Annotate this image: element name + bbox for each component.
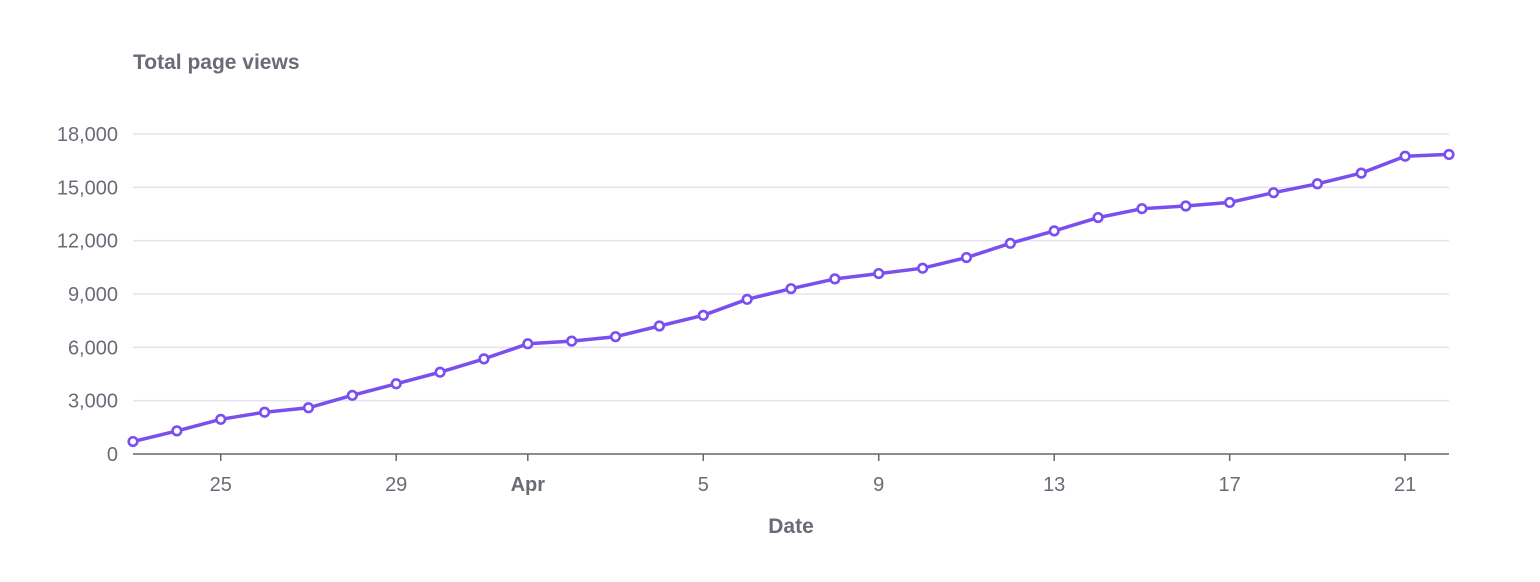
data-point <box>1092 211 1104 224</box>
data-point <box>1311 178 1323 190</box>
data-point <box>1399 150 1411 162</box>
data-point <box>1180 200 1192 212</box>
y-tick-label: 6,000 <box>68 337 118 359</box>
data-point <box>259 406 271 418</box>
y-tick-label: 15,000 <box>57 177 118 199</box>
x-axis: 25 29 Apr 5 9 13 17 21 <box>133 453 1449 496</box>
y-tick-label: 0 <box>107 444 118 466</box>
data-point <box>1136 203 1148 215</box>
data-point <box>741 293 753 305</box>
data-point <box>302 402 315 414</box>
x-tick-label: 13 <box>1043 474 1065 496</box>
x-tick-label: Apr <box>511 474 546 496</box>
series-line <box>131 152 1451 444</box>
y-tick-label: 18,000 <box>57 124 118 146</box>
data-point <box>653 320 666 332</box>
gridlines <box>133 133 1449 402</box>
x-axis-title: Date <box>768 515 814 538</box>
data-point <box>1224 196 1236 209</box>
x-tick-label: 29 <box>385 474 407 496</box>
data-point <box>785 283 797 295</box>
x-tick-label: 21 <box>1394 474 1416 496</box>
data-point <box>390 378 402 390</box>
chart-title: Total page views <box>133 51 300 74</box>
series-layer <box>127 148 1455 448</box>
data-point <box>215 413 227 425</box>
data-point <box>873 267 885 280</box>
x-tick-label: 9 <box>873 474 884 496</box>
data-point <box>522 338 534 350</box>
data-point <box>1267 187 1280 199</box>
data-point <box>916 262 929 274</box>
y-tick-label: 12,000 <box>57 231 118 253</box>
data-point <box>1004 237 1016 249</box>
x-tick-label: 5 <box>698 474 709 496</box>
data-point <box>566 335 578 347</box>
y-tick-label: 9,000 <box>68 284 118 306</box>
data-point <box>171 425 183 437</box>
data-point <box>609 331 622 343</box>
data-point <box>1355 167 1367 179</box>
data-point <box>960 251 973 264</box>
data-point <box>127 435 139 448</box>
data-point <box>434 366 446 378</box>
data-point <box>697 309 709 321</box>
data-point <box>829 273 841 285</box>
data-point <box>1048 225 1060 237</box>
data-point <box>1443 148 1455 161</box>
y-axis: 0 3,000 6,000 9,000 12,000 15,000 18,000 <box>57 124 118 466</box>
data-point <box>346 389 358 401</box>
x-tick-label: 17 <box>1219 474 1241 496</box>
data-point <box>478 353 490 365</box>
y-tick-label: 3,000 <box>68 391 118 413</box>
x-tick-label: 25 <box>210 474 232 496</box>
